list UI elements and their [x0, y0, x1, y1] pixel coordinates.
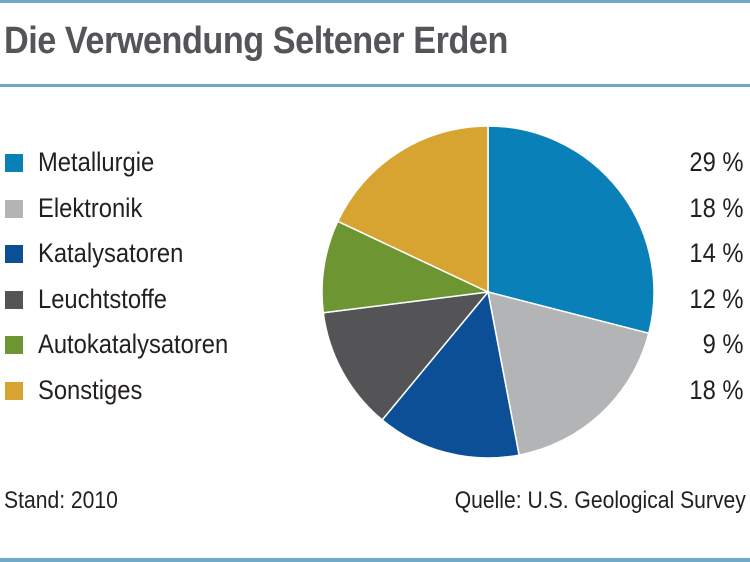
pie-slice-elektronik [487, 290, 650, 456]
legend-label: Leuchtstoffe [38, 283, 168, 314]
pie-slice-leuchtstoffe [322, 291, 490, 421]
legend-item: Leuchtstoffe 12 % [0, 281, 750, 321]
data-label: 14 % [689, 238, 744, 268]
pie-slice-metallurgie [487, 125, 655, 335]
legend-label: Autokatalysatoren [38, 329, 229, 359]
pie-chart [321, 125, 655, 459]
pie-slice-katalysatoren [381, 290, 520, 459]
legend-swatch [5, 154, 23, 172]
date-note: Stand: 2010 [4, 487, 118, 514]
legend-item: Metallurgie 29 % [0, 144, 750, 184]
legend-label: Elektronik [38, 192, 143, 223]
legend-swatch [5, 290, 23, 309]
legend-swatch [5, 245, 23, 263]
top-rule [0, 0, 750, 3]
pie-slice-sonstiges [336, 125, 489, 294]
data-label: 18 % [689, 192, 744, 223]
chart-title: Die Verwendung Seltener Erden [4, 20, 508, 62]
legend-swatch [5, 381, 23, 400]
data-label: 12 % [689, 283, 744, 314]
legend-label: Metallurgie [38, 147, 155, 177]
legend-item: Sonstiges 18 % [0, 372, 750, 412]
legend-swatch [5, 336, 23, 354]
legend-swatch [5, 199, 23, 218]
bottom-rule [0, 558, 750, 562]
pie-slice-autokatalysatoren [321, 220, 491, 314]
legend-label: Sonstiges [38, 374, 143, 405]
legend-label: Katalysatoren [38, 238, 184, 268]
legend-item: Elektronik 18 % [0, 190, 750, 230]
title-divider [0, 84, 750, 87]
legend-item: Katalysatoren 14 % [0, 235, 750, 275]
data-label: 9 % [703, 329, 744, 359]
legend-item: Autokatalysatoren 9 % [0, 326, 750, 366]
data-label: 29 % [689, 147, 744, 177]
source-note: Quelle: U.S. Geological Survey [454, 487, 746, 514]
data-label: 18 % [689, 374, 744, 405]
